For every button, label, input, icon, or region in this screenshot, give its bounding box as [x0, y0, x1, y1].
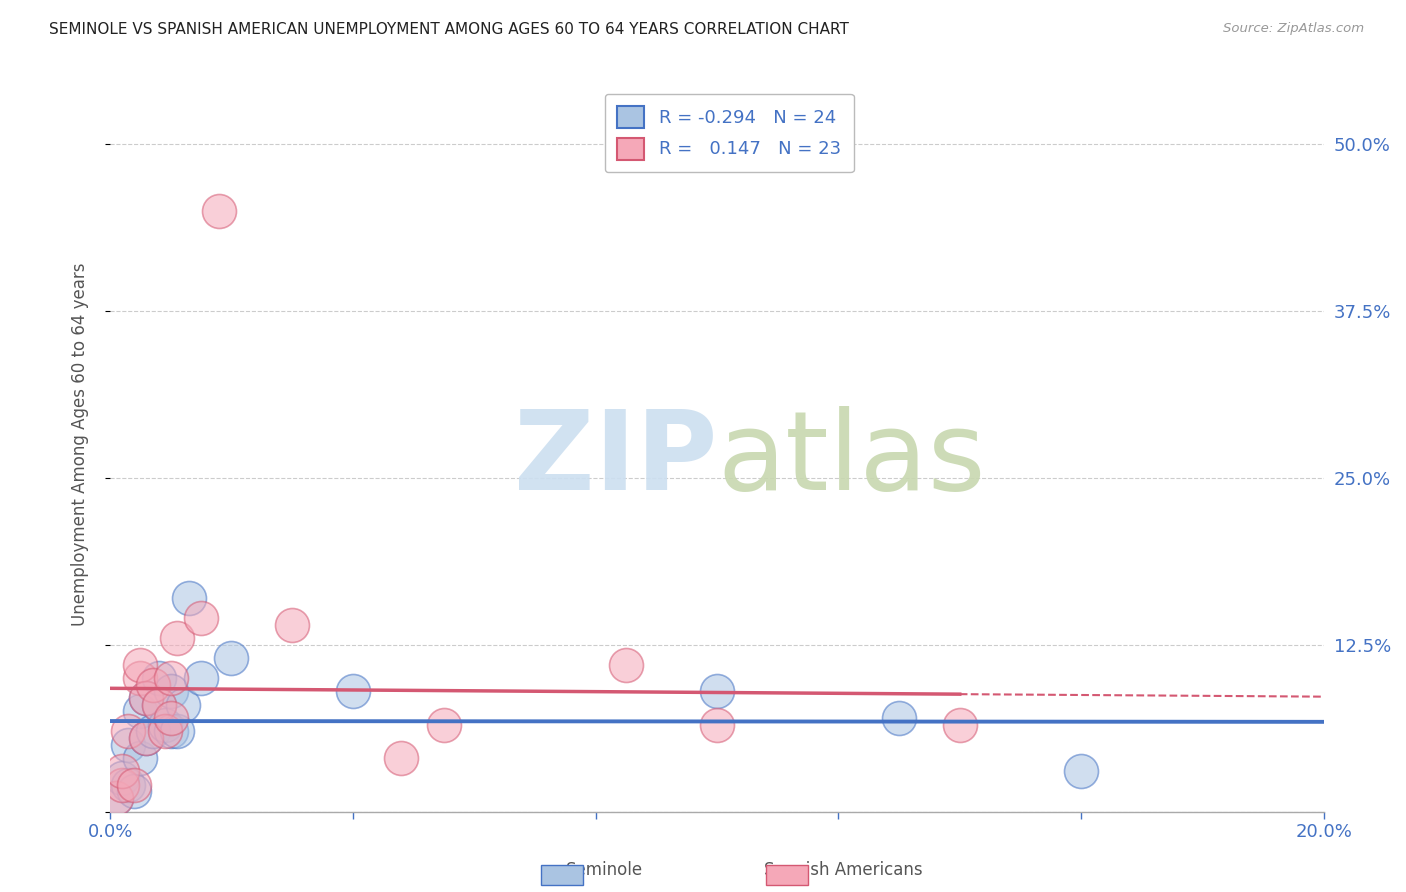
- Point: [124, 784, 146, 798]
- Point: [166, 631, 188, 645]
- Point: [148, 698, 170, 712]
- Text: SEMINOLE VS SPANISH AMERICAN UNEMPLOYMENT AMONG AGES 60 TO 64 YEARS CORRELATION : SEMINOLE VS SPANISH AMERICAN UNEMPLOYMEN…: [49, 22, 849, 37]
- Point: [105, 791, 128, 805]
- Text: Spanish Americans: Spanish Americans: [765, 861, 922, 879]
- Text: atlas: atlas: [717, 406, 986, 513]
- Point: [135, 731, 157, 745]
- Point: [614, 657, 637, 672]
- Point: [135, 731, 157, 745]
- Point: [159, 671, 181, 685]
- Point: [706, 718, 728, 732]
- Point: [105, 791, 128, 805]
- Point: [172, 698, 194, 712]
- Point: [221, 651, 243, 665]
- Point: [190, 611, 212, 625]
- Point: [281, 617, 304, 632]
- Point: [706, 684, 728, 698]
- Point: [129, 657, 152, 672]
- Point: [124, 778, 146, 792]
- Point: [887, 711, 910, 725]
- Point: [142, 678, 165, 692]
- Point: [117, 738, 139, 752]
- Point: [111, 778, 134, 792]
- Y-axis label: Unemployment Among Ages 60 to 64 years: Unemployment Among Ages 60 to 64 years: [72, 263, 89, 626]
- Point: [949, 718, 972, 732]
- Point: [148, 671, 170, 685]
- Point: [117, 778, 139, 792]
- Point: [342, 684, 364, 698]
- Point: [159, 724, 181, 739]
- Point: [129, 671, 152, 685]
- Point: [148, 698, 170, 712]
- Point: [142, 724, 165, 739]
- Legend: R = -0.294   N = 24, R =   0.147   N = 23: R = -0.294 N = 24, R = 0.147 N = 23: [605, 94, 853, 172]
- Point: [1070, 764, 1092, 779]
- Point: [135, 691, 157, 706]
- Point: [177, 591, 200, 605]
- Point: [153, 718, 176, 732]
- Point: [135, 691, 157, 706]
- Point: [129, 705, 152, 719]
- Text: Seminole: Seminole: [567, 861, 643, 879]
- Point: [190, 671, 212, 685]
- Point: [111, 764, 134, 779]
- Point: [159, 711, 181, 725]
- Text: Source: ZipAtlas.com: Source: ZipAtlas.com: [1223, 22, 1364, 36]
- Text: ZIP: ZIP: [513, 406, 717, 513]
- Point: [159, 684, 181, 698]
- Point: [389, 751, 412, 765]
- Point: [117, 724, 139, 739]
- Point: [129, 751, 152, 765]
- Point: [153, 724, 176, 739]
- Point: [433, 718, 456, 732]
- Point: [111, 771, 134, 785]
- Point: [166, 724, 188, 739]
- Point: [208, 203, 231, 218]
